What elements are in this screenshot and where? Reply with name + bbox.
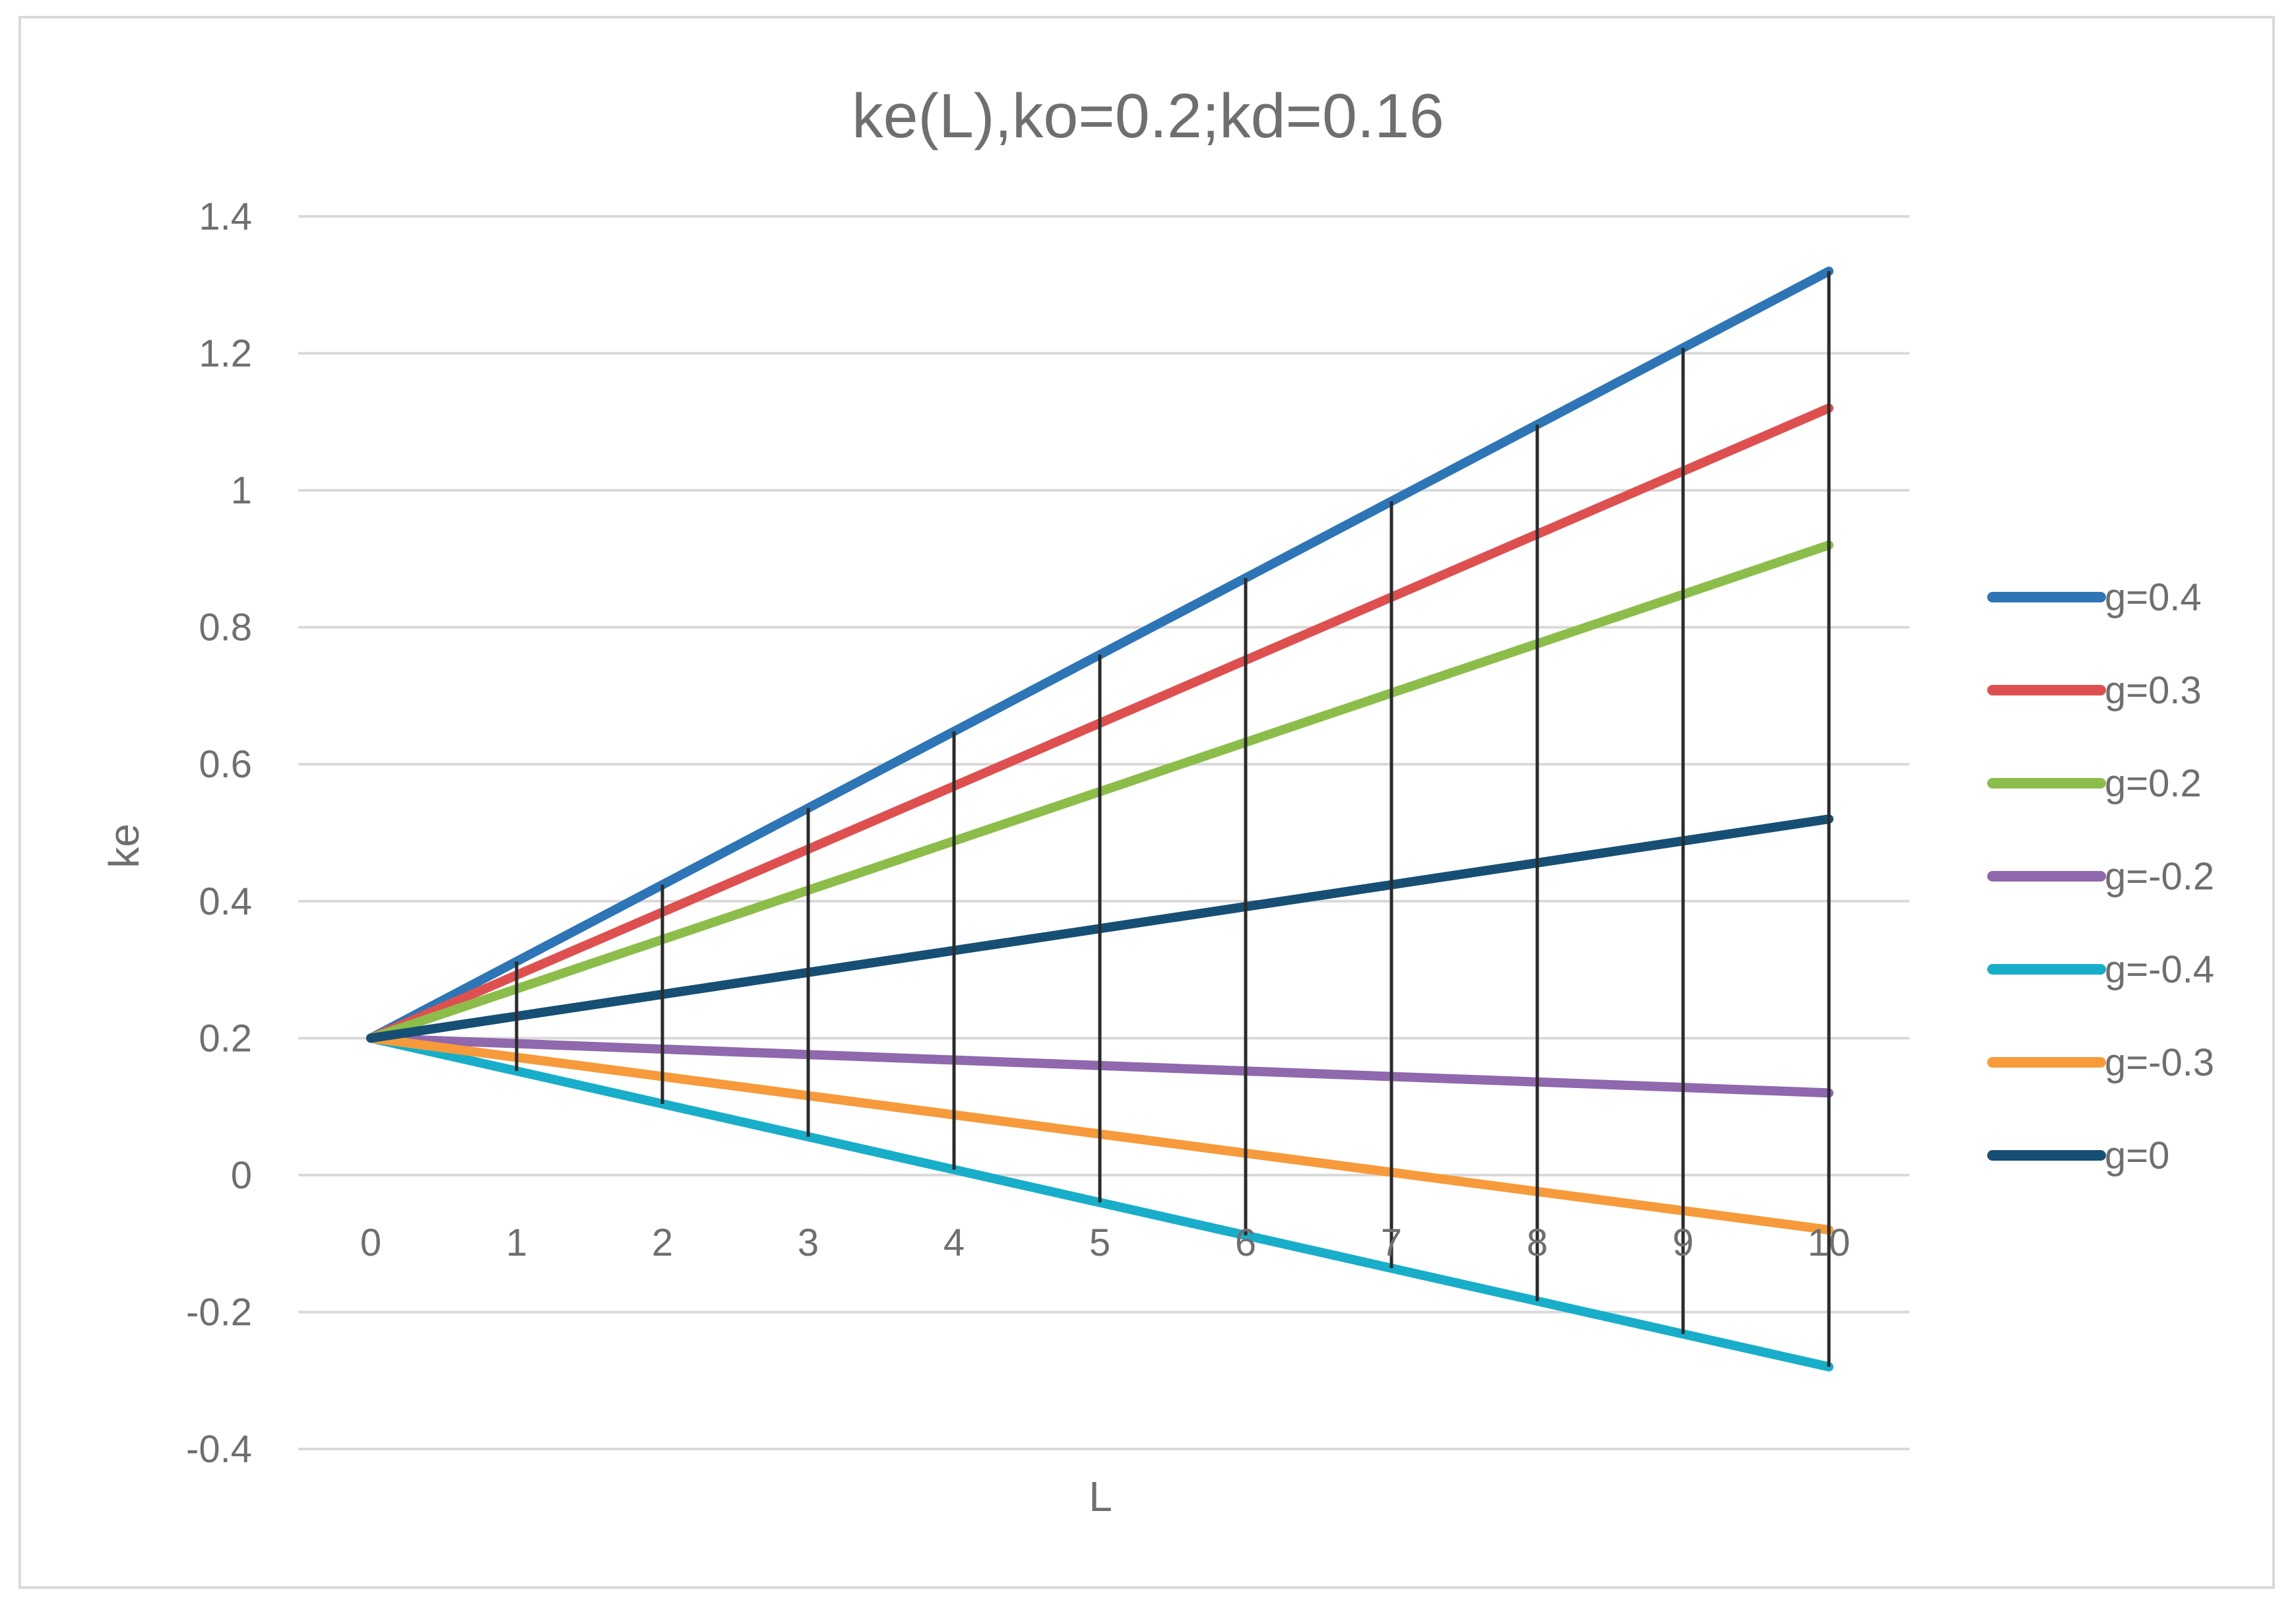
legend: g=0.4 g=0.3 g=0.2 g=-0.2 g=-0.4 g=-0.3 g=0: [1987, 576, 2214, 1177]
y-tick-label: -0.2: [186, 1291, 252, 1334]
y-tick-label: 0: [231, 1154, 252, 1197]
y-tick-label: 0.6: [199, 743, 252, 786]
y-tick-label: 0.8: [199, 606, 252, 649]
y-tick-label: 0.4: [199, 880, 252, 923]
x-tick-label: 8: [1527, 1221, 1548, 1264]
x-tick-label: 7: [1381, 1221, 1402, 1264]
x-tick-label: 6: [1235, 1221, 1256, 1264]
legend-label: g=0.3: [2105, 669, 2202, 712]
y-tick-label: 0.2: [199, 1017, 252, 1060]
x-tick-label: 4: [943, 1221, 965, 1264]
x-tick-label: 5: [1089, 1221, 1110, 1264]
chart: ke(L),ko=0.2;kd=0.16 -0.4 -0.2 0 0.2 0.4 0.6 0…: [100, 81, 2214, 1520]
gridlines: [298, 215, 1909, 1450]
legend-label: g=0: [2105, 1134, 2169, 1177]
x-axis-title: L: [1089, 1473, 1112, 1520]
legend-item: g=-0.4: [1987, 948, 2214, 991]
legend-label: g=-0.3: [2105, 1041, 2214, 1084]
legend-label: g=-0.2: [2105, 855, 2214, 898]
x-tick-label: 9: [1673, 1221, 1694, 1264]
x-tick-label: 0: [360, 1221, 381, 1264]
chart-title: ke(L),ko=0.2;kd=0.16: [852, 81, 1444, 151]
legend-item: g=-0.2: [1987, 855, 2214, 898]
y-tick-label: 1: [231, 469, 252, 512]
legend-label: g=-0.4: [2105, 948, 2214, 991]
x-tick-label: 3: [798, 1221, 819, 1264]
y-tick-label: 1.2: [199, 333, 252, 375]
y-axis-title: ke: [100, 823, 148, 868]
y-axis-ticks: -0.4 -0.2 0 0.2 0.4 0.6 0.8 1 1.2 1.4: [186, 195, 252, 1471]
drop-lines: [515, 271, 1831, 1367]
legend-item: g=0.2: [1987, 762, 2202, 805]
legend-label: g=0.2: [2105, 762, 2202, 805]
x-tick-label: 2: [652, 1221, 673, 1264]
chart-frame: ke(L),ko=0.2;kd=0.16 -0.4 -0.2 0 0.2 0.4 0.6 0…: [18, 16, 2275, 1589]
x-tick-label: 1: [506, 1221, 527, 1264]
x-tick-label: 10: [1808, 1221, 1851, 1264]
legend-item: g=0.4: [1987, 576, 2202, 619]
legend-item: g=0.3: [1987, 669, 2202, 712]
legend-item: g=-0.3: [1987, 1041, 2214, 1084]
x-axis-ticks: 0 1 2 3 4 5 6 7 8 9 10: [360, 1221, 1850, 1264]
y-tick-label: -0.4: [186, 1428, 252, 1471]
y-tick-label: 1.4: [199, 195, 252, 238]
legend-item: g=0: [1987, 1134, 2169, 1177]
legend-label: g=0.4: [2105, 576, 2202, 619]
